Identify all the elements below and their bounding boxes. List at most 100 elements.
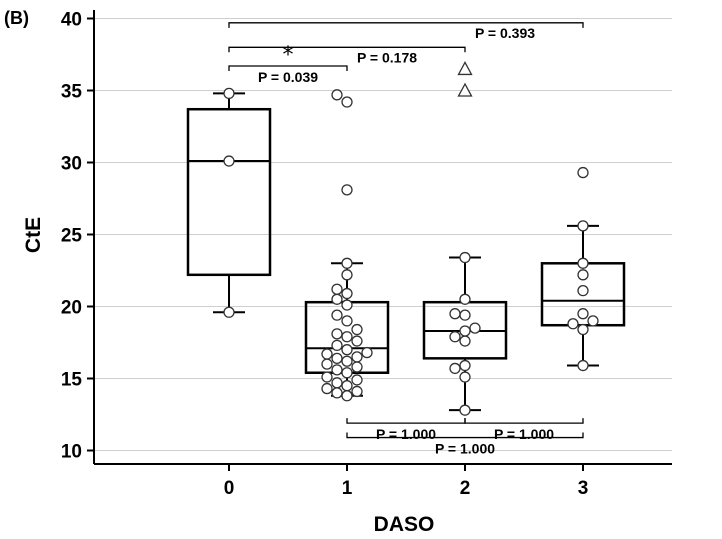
- significance-star: *: [283, 43, 294, 68]
- data-point: [567, 318, 579, 330]
- x-tick-label: 3: [578, 478, 589, 499]
- y-tick-label: 35: [61, 82, 83, 103]
- y-tick-label: 25: [61, 226, 83, 247]
- data-point: [331, 339, 343, 352]
- data-point: [341, 287, 353, 300]
- data-point: [459, 335, 471, 347]
- comparison-2-3: P = 1.000: [464, 418, 584, 442]
- x-tick-label: 0: [224, 478, 235, 499]
- comparison-bracket: [346, 418, 466, 424]
- data-point: [459, 309, 471, 321]
- data-point: [331, 352, 343, 364]
- data-point: [351, 385, 363, 398]
- x-tick-label: 1: [342, 478, 353, 499]
- data-point: [351, 361, 363, 373]
- p-value-label: P = 0.393: [475, 25, 535, 41]
- data-point: [459, 325, 471, 337]
- data-points: [223, 61, 599, 416]
- data-point: [587, 315, 599, 327]
- y-tick-label: 15: [61, 370, 83, 391]
- data-point: [341, 315, 353, 327]
- comparison-0-2: P = 0.178: [228, 46, 466, 65]
- data-point: [331, 309, 343, 321]
- data-point: [449, 362, 461, 375]
- data-point: [331, 283, 343, 295]
- outlier-point: [457, 61, 473, 76]
- data-point: [577, 323, 589, 336]
- data-point: [361, 346, 373, 359]
- p-value-label: P = 1.000: [494, 426, 554, 442]
- comparison-1-2: P = 1.000: [346, 418, 466, 442]
- data-point: [341, 269, 353, 281]
- data-point: [577, 166, 589, 179]
- grid-lines: [94, 18, 672, 451]
- data-point: [577, 359, 589, 372]
- boxes: [186, 92, 626, 412]
- data-point: [321, 371, 333, 383]
- tick-labels: 10 15 20 25 30 35 40 0 1 2 3: [61, 10, 588, 500]
- comparison-bracket: [346, 432, 584, 439]
- data-point: [321, 382, 333, 395]
- box-0: [186, 92, 272, 314]
- x-tick-label: 2: [460, 478, 471, 499]
- data-point: [341, 390, 353, 402]
- data-point: [459, 371, 471, 383]
- data-point: [341, 331, 353, 343]
- comparison-bracket: [228, 65, 348, 72]
- data-point: [223, 87, 235, 100]
- comparison-bracket: [228, 46, 466, 53]
- data-point: [577, 220, 589, 232]
- data-point: [223, 306, 235, 318]
- data-point: [321, 358, 333, 370]
- comparison-0-1: P = 0.039*: [228, 43, 348, 85]
- data-point: [577, 269, 589, 281]
- data-point: [341, 367, 353, 379]
- y-tick-label: 20: [61, 298, 82, 319]
- data-point: [341, 344, 353, 356]
- data-point: [577, 285, 589, 297]
- comparison-1-3: P = 1.000: [346, 432, 584, 457]
- p-value-label: P = 1.000: [435, 441, 495, 457]
- data-point: [341, 184, 353, 196]
- data-point: [577, 257, 589, 269]
- data-point: [449, 308, 461, 320]
- y-tick-label: 30: [61, 154, 82, 175]
- data-point: [341, 299, 353, 311]
- box-iqr: [186, 107, 272, 277]
- y-axis-title: CtE: [22, 217, 45, 253]
- data-point: [351, 323, 363, 336]
- data-point: [469, 322, 481, 334]
- data-point: [341, 257, 353, 269]
- data-point: [459, 251, 471, 264]
- data-point: [449, 331, 461, 343]
- data-point: [331, 364, 343, 376]
- data-point: [223, 155, 235, 167]
- data-point: [331, 377, 343, 389]
- p-value-label: P = 0.039: [258, 69, 318, 85]
- y-tick-label: 10: [61, 442, 82, 463]
- x-axis-title: DASO: [374, 513, 435, 536]
- data-point: [331, 89, 343, 101]
- data-point: [341, 355, 353, 367]
- comparison-bracket: [464, 418, 584, 424]
- data-point: [459, 359, 471, 372]
- axes: [87, 10, 672, 471]
- p-value-label: P = 0.178: [357, 49, 417, 65]
- data-point: [351, 351, 363, 363]
- data-point: [331, 293, 343, 305]
- data-point: [321, 348, 333, 360]
- data-point: [331, 328, 343, 340]
- data-point: [341, 380, 353, 392]
- data-point: [351, 374, 363, 386]
- data-point: [459, 293, 471, 305]
- data-point: [577, 308, 589, 320]
- y-tick-label: 40: [61, 10, 82, 31]
- comparison-0-3: P = 0.393: [228, 22, 584, 41]
- data-point: [341, 96, 353, 108]
- p-value-label: P = 1.000: [376, 426, 436, 442]
- comparison-bracket: [228, 22, 584, 28]
- data-point: [459, 404, 471, 416]
- data-point: [331, 387, 343, 399]
